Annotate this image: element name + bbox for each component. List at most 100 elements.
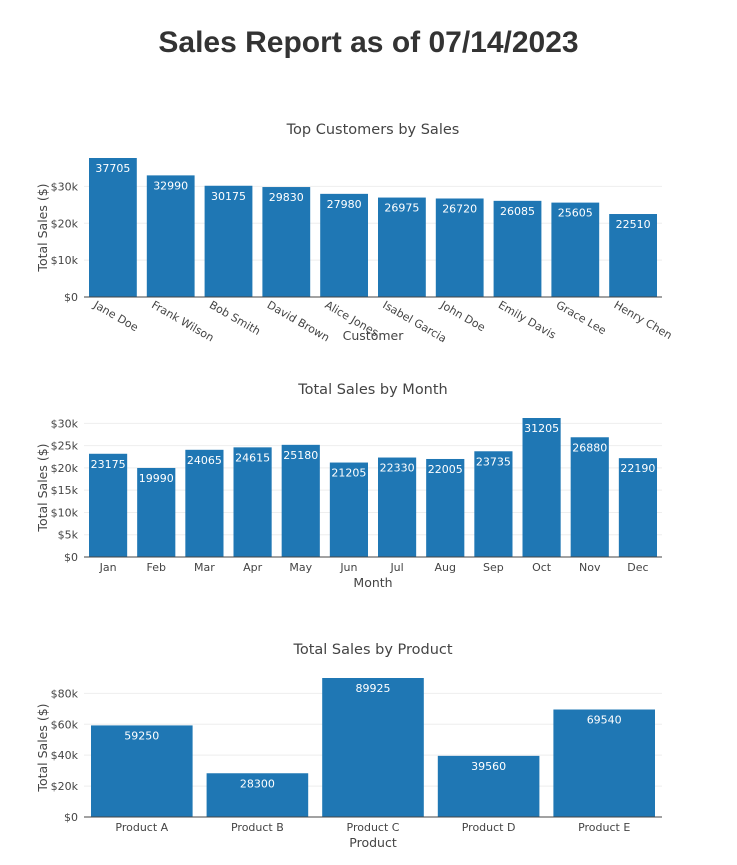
bar-bob-smith [204,185,253,297]
x-axis-title: Customer [343,328,405,343]
x-tick-label: Product A [115,821,168,834]
data-label: 31205 [524,422,559,435]
bar-dec [618,458,657,557]
x-tick-label: Apr [243,561,263,574]
chart-title: Top Customers by Sales [286,122,460,138]
bar-jun [329,462,368,557]
bar-jan [89,453,128,557]
y-tick-label: $5k [58,529,79,542]
data-label: 29830 [269,191,304,204]
data-label: 26975 [384,202,419,215]
x-axis-title: Product [349,835,397,850]
data-label: 26720 [442,202,477,215]
chart-sales-by-product: Total Sales by Product $0 $20k $40k $60k $80k… [35,642,662,850]
data-label: 26085 [500,205,535,218]
data-label: 23175 [91,458,126,471]
data-label: 59250 [124,729,159,742]
y-axis-title: Total Sales ($) [35,183,50,272]
bar-product-e [553,709,655,817]
x-tick-label: Product D [462,821,516,834]
bar-grace-lee [551,202,600,297]
x-tick-label: Henry Chen [612,298,675,342]
x-tick-label: Aug [435,561,456,574]
data-label: 19990 [139,472,174,485]
chart-sales-by-month: Total Sales by Month $0 $5k $10k $15k $20k $25… [35,382,662,590]
x-tick-label: Jan [99,561,117,574]
x-tick-label: David Brown [265,298,332,344]
data-label: 39560 [471,760,506,773]
y-tick-label: $30k [51,180,79,193]
page-title: Sales Report as of 07/14/2023 [158,26,579,59]
data-label: 30175 [211,190,246,203]
data-label: 24065 [187,454,222,467]
data-label: 28300 [240,777,275,790]
x-tick-label: Jun [339,561,357,574]
data-label: 22190 [620,462,655,475]
y-tick-label: $0 [64,551,78,564]
x-tick-label: Grace Lee [554,298,609,337]
bar-jane-doe [89,158,137,297]
x-tick-label: May [289,561,312,574]
bar-john-doe [435,198,484,297]
chart-title: Total Sales by Month [297,382,448,398]
x-tick-label: Emily Davis [496,298,558,342]
data-label: 21205 [331,467,366,480]
x-tick-label: Nov [579,561,601,574]
y-tick-label: $25k [51,440,79,453]
data-label: 89925 [356,682,391,695]
bar-oct [522,418,561,557]
x-tick-label: Product E [578,821,630,834]
data-label: 32990 [153,179,188,192]
y-tick-label: $10k [51,506,79,519]
bar-apr [233,447,272,557]
bar-mar [185,449,224,557]
y-tick-label: $20k [51,780,79,793]
chart-top-customers: Top Customers by Sales $0 $10k $20k $30k 3770… [35,122,674,345]
bar-product-a [91,725,193,817]
data-label: 26880 [572,441,607,454]
x-tick-label: Sep [483,561,504,574]
data-label: 22330 [380,462,415,475]
x-tick-label: Frank Wilson [149,298,216,344]
x-tick-label: Dec [627,561,648,574]
y-tick-label: $20k [51,217,79,230]
y-tick-label: $60k [51,718,79,731]
bar-david-brown [262,187,311,297]
y-axis-title: Total Sales ($) [35,443,50,532]
bar-isabel-garcia [378,197,426,297]
x-axis-title: Month [353,575,392,590]
bar-product-b [206,773,309,817]
bar-sep [474,451,513,557]
data-label: 24615 [235,451,270,464]
x-tick-label: Product B [231,821,284,834]
x-tick-label: Feb [147,561,166,574]
bar-jul [378,457,417,557]
bar-aug [426,458,465,557]
data-label: 22005 [428,463,463,476]
bar-emily-davis [493,200,542,297]
y-tick-label: $0 [64,291,78,304]
data-label: 25180 [283,449,318,462]
x-tick-label: Mar [194,561,215,574]
y-tick-label: $20k [51,462,79,475]
x-tick-label: Jul [389,561,403,574]
bar-alice-jones [320,193,368,297]
y-tick-label: $40k [51,749,79,762]
bar-henry-chen [609,214,657,297]
chart-title: Total Sales by Product [292,642,452,658]
bar-product-c [322,678,424,817]
data-label: 23735 [476,455,511,468]
data-label: 27980 [327,198,362,211]
data-label: 69540 [587,714,622,727]
data-label: 25605 [558,207,593,220]
y-tick-label: $15k [51,484,79,497]
bar-feb [137,467,176,557]
x-tick-label: Product C [347,821,400,834]
y-axis-title: Total Sales ($) [35,703,50,792]
bar-may [281,444,320,557]
data-label: 37705 [95,162,130,175]
x-tick-label: Oct [532,561,552,574]
y-tick-label: $0 [64,811,78,824]
bar-product-d [437,755,540,817]
